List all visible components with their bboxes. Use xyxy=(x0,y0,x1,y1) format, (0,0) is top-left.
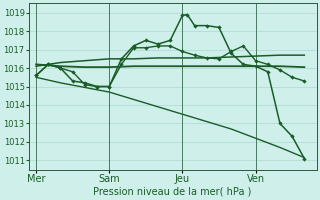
X-axis label: Pression niveau de la mer( hPa ): Pression niveau de la mer( hPa ) xyxy=(93,187,252,197)
